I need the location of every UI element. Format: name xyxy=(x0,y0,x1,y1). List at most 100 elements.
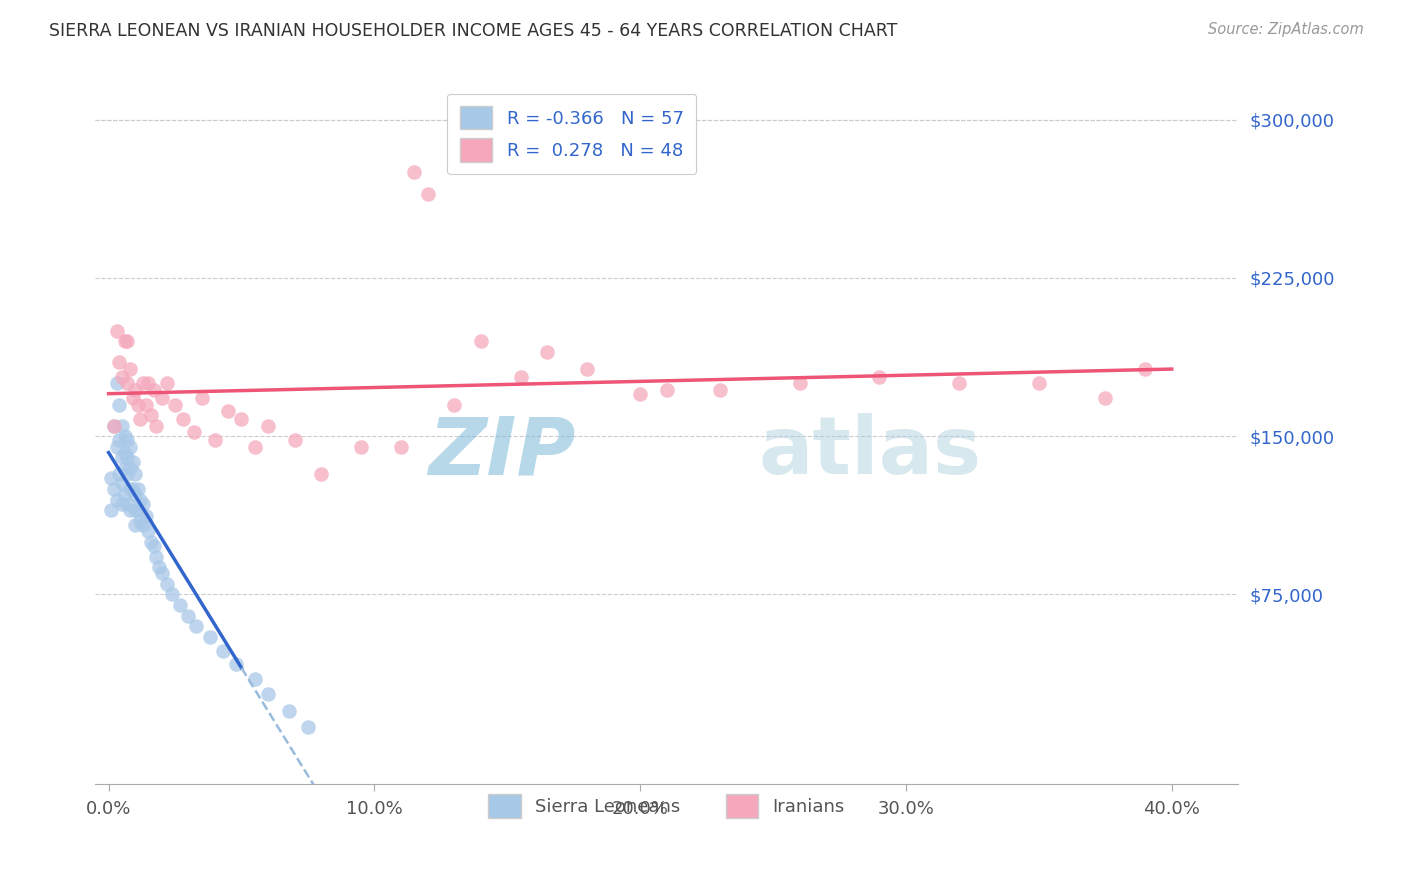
Point xyxy=(114,461,136,475)
Point xyxy=(127,503,149,517)
Point xyxy=(118,482,141,496)
Point xyxy=(150,391,173,405)
Point xyxy=(150,566,173,581)
Point xyxy=(132,376,155,391)
Point xyxy=(139,408,162,422)
Point xyxy=(103,482,125,496)
Point xyxy=(100,471,122,485)
Point xyxy=(231,412,253,426)
Point xyxy=(628,387,651,401)
Point xyxy=(162,587,184,601)
Point xyxy=(709,383,731,397)
Point xyxy=(135,398,157,412)
Point xyxy=(404,165,426,179)
Point xyxy=(115,450,138,465)
Point xyxy=(172,412,194,426)
Point xyxy=(309,467,332,482)
Point xyxy=(121,454,143,468)
Point xyxy=(105,324,128,338)
Point xyxy=(108,434,131,448)
Point xyxy=(127,482,149,496)
Point xyxy=(217,404,239,418)
Point xyxy=(138,524,160,538)
Point xyxy=(243,672,266,686)
Point xyxy=(416,186,439,201)
Point xyxy=(118,440,141,454)
Point xyxy=(257,687,280,701)
Point xyxy=(111,497,134,511)
Point xyxy=(443,398,465,412)
Point xyxy=(114,429,136,443)
Point xyxy=(278,704,301,718)
Point xyxy=(135,509,157,524)
Point xyxy=(148,560,170,574)
Point xyxy=(655,383,678,397)
Point xyxy=(389,440,412,454)
Point xyxy=(470,334,492,349)
Point xyxy=(1133,361,1156,376)
Point xyxy=(100,503,122,517)
Point xyxy=(139,534,162,549)
Point xyxy=(111,418,134,433)
Point xyxy=(124,488,146,502)
Point xyxy=(575,361,598,376)
Point xyxy=(868,370,890,384)
Text: SIERRA LEONEAN VS IRANIAN HOUSEHOLDER INCOME AGES 45 - 64 YEARS CORRELATION CHAR: SIERRA LEONEAN VS IRANIAN HOUSEHOLDER IN… xyxy=(49,22,897,40)
Text: ZIP: ZIP xyxy=(427,413,575,491)
Point xyxy=(108,398,131,412)
Point xyxy=(118,503,141,517)
Point xyxy=(284,434,307,448)
Point xyxy=(132,497,155,511)
Point xyxy=(142,383,165,397)
Point xyxy=(190,391,212,405)
Point xyxy=(1028,376,1050,391)
Point xyxy=(177,608,200,623)
Point xyxy=(132,517,155,532)
Text: atlas: atlas xyxy=(758,413,981,491)
Point xyxy=(145,418,167,433)
Point xyxy=(115,376,138,391)
Point xyxy=(198,630,221,644)
Point xyxy=(127,398,149,412)
Point xyxy=(115,467,138,482)
Point xyxy=(111,475,134,490)
Text: Source: ZipAtlas.com: Source: ZipAtlas.com xyxy=(1208,22,1364,37)
Point xyxy=(111,450,134,465)
Point xyxy=(243,440,266,454)
Point xyxy=(257,418,280,433)
Point xyxy=(169,598,191,612)
Point xyxy=(297,721,319,735)
Point xyxy=(129,514,152,528)
Point xyxy=(118,361,141,376)
Point xyxy=(1094,391,1116,405)
Point xyxy=(115,434,138,448)
Point xyxy=(138,376,160,391)
Point xyxy=(103,418,125,433)
Point xyxy=(204,434,226,448)
Point xyxy=(183,425,205,439)
Point xyxy=(124,517,146,532)
Point xyxy=(103,418,125,433)
Point xyxy=(212,644,235,658)
Point xyxy=(114,446,136,460)
Point xyxy=(114,488,136,502)
Point xyxy=(111,370,134,384)
Point xyxy=(115,334,138,349)
Point xyxy=(948,376,970,391)
Point xyxy=(156,376,179,391)
Point xyxy=(105,492,128,507)
Point xyxy=(142,539,165,553)
Point xyxy=(509,370,531,384)
Point xyxy=(124,467,146,482)
Point xyxy=(129,492,152,507)
Point xyxy=(145,549,167,564)
Point xyxy=(789,376,811,391)
Point xyxy=(108,355,131,369)
Point xyxy=(105,440,128,454)
Point xyxy=(156,577,179,591)
Point xyxy=(105,376,128,391)
Point xyxy=(536,344,558,359)
Point xyxy=(186,619,208,633)
Legend: Sierra Leoneans, Iranians: Sierra Leoneans, Iranians xyxy=(481,788,852,825)
Point xyxy=(124,383,146,397)
